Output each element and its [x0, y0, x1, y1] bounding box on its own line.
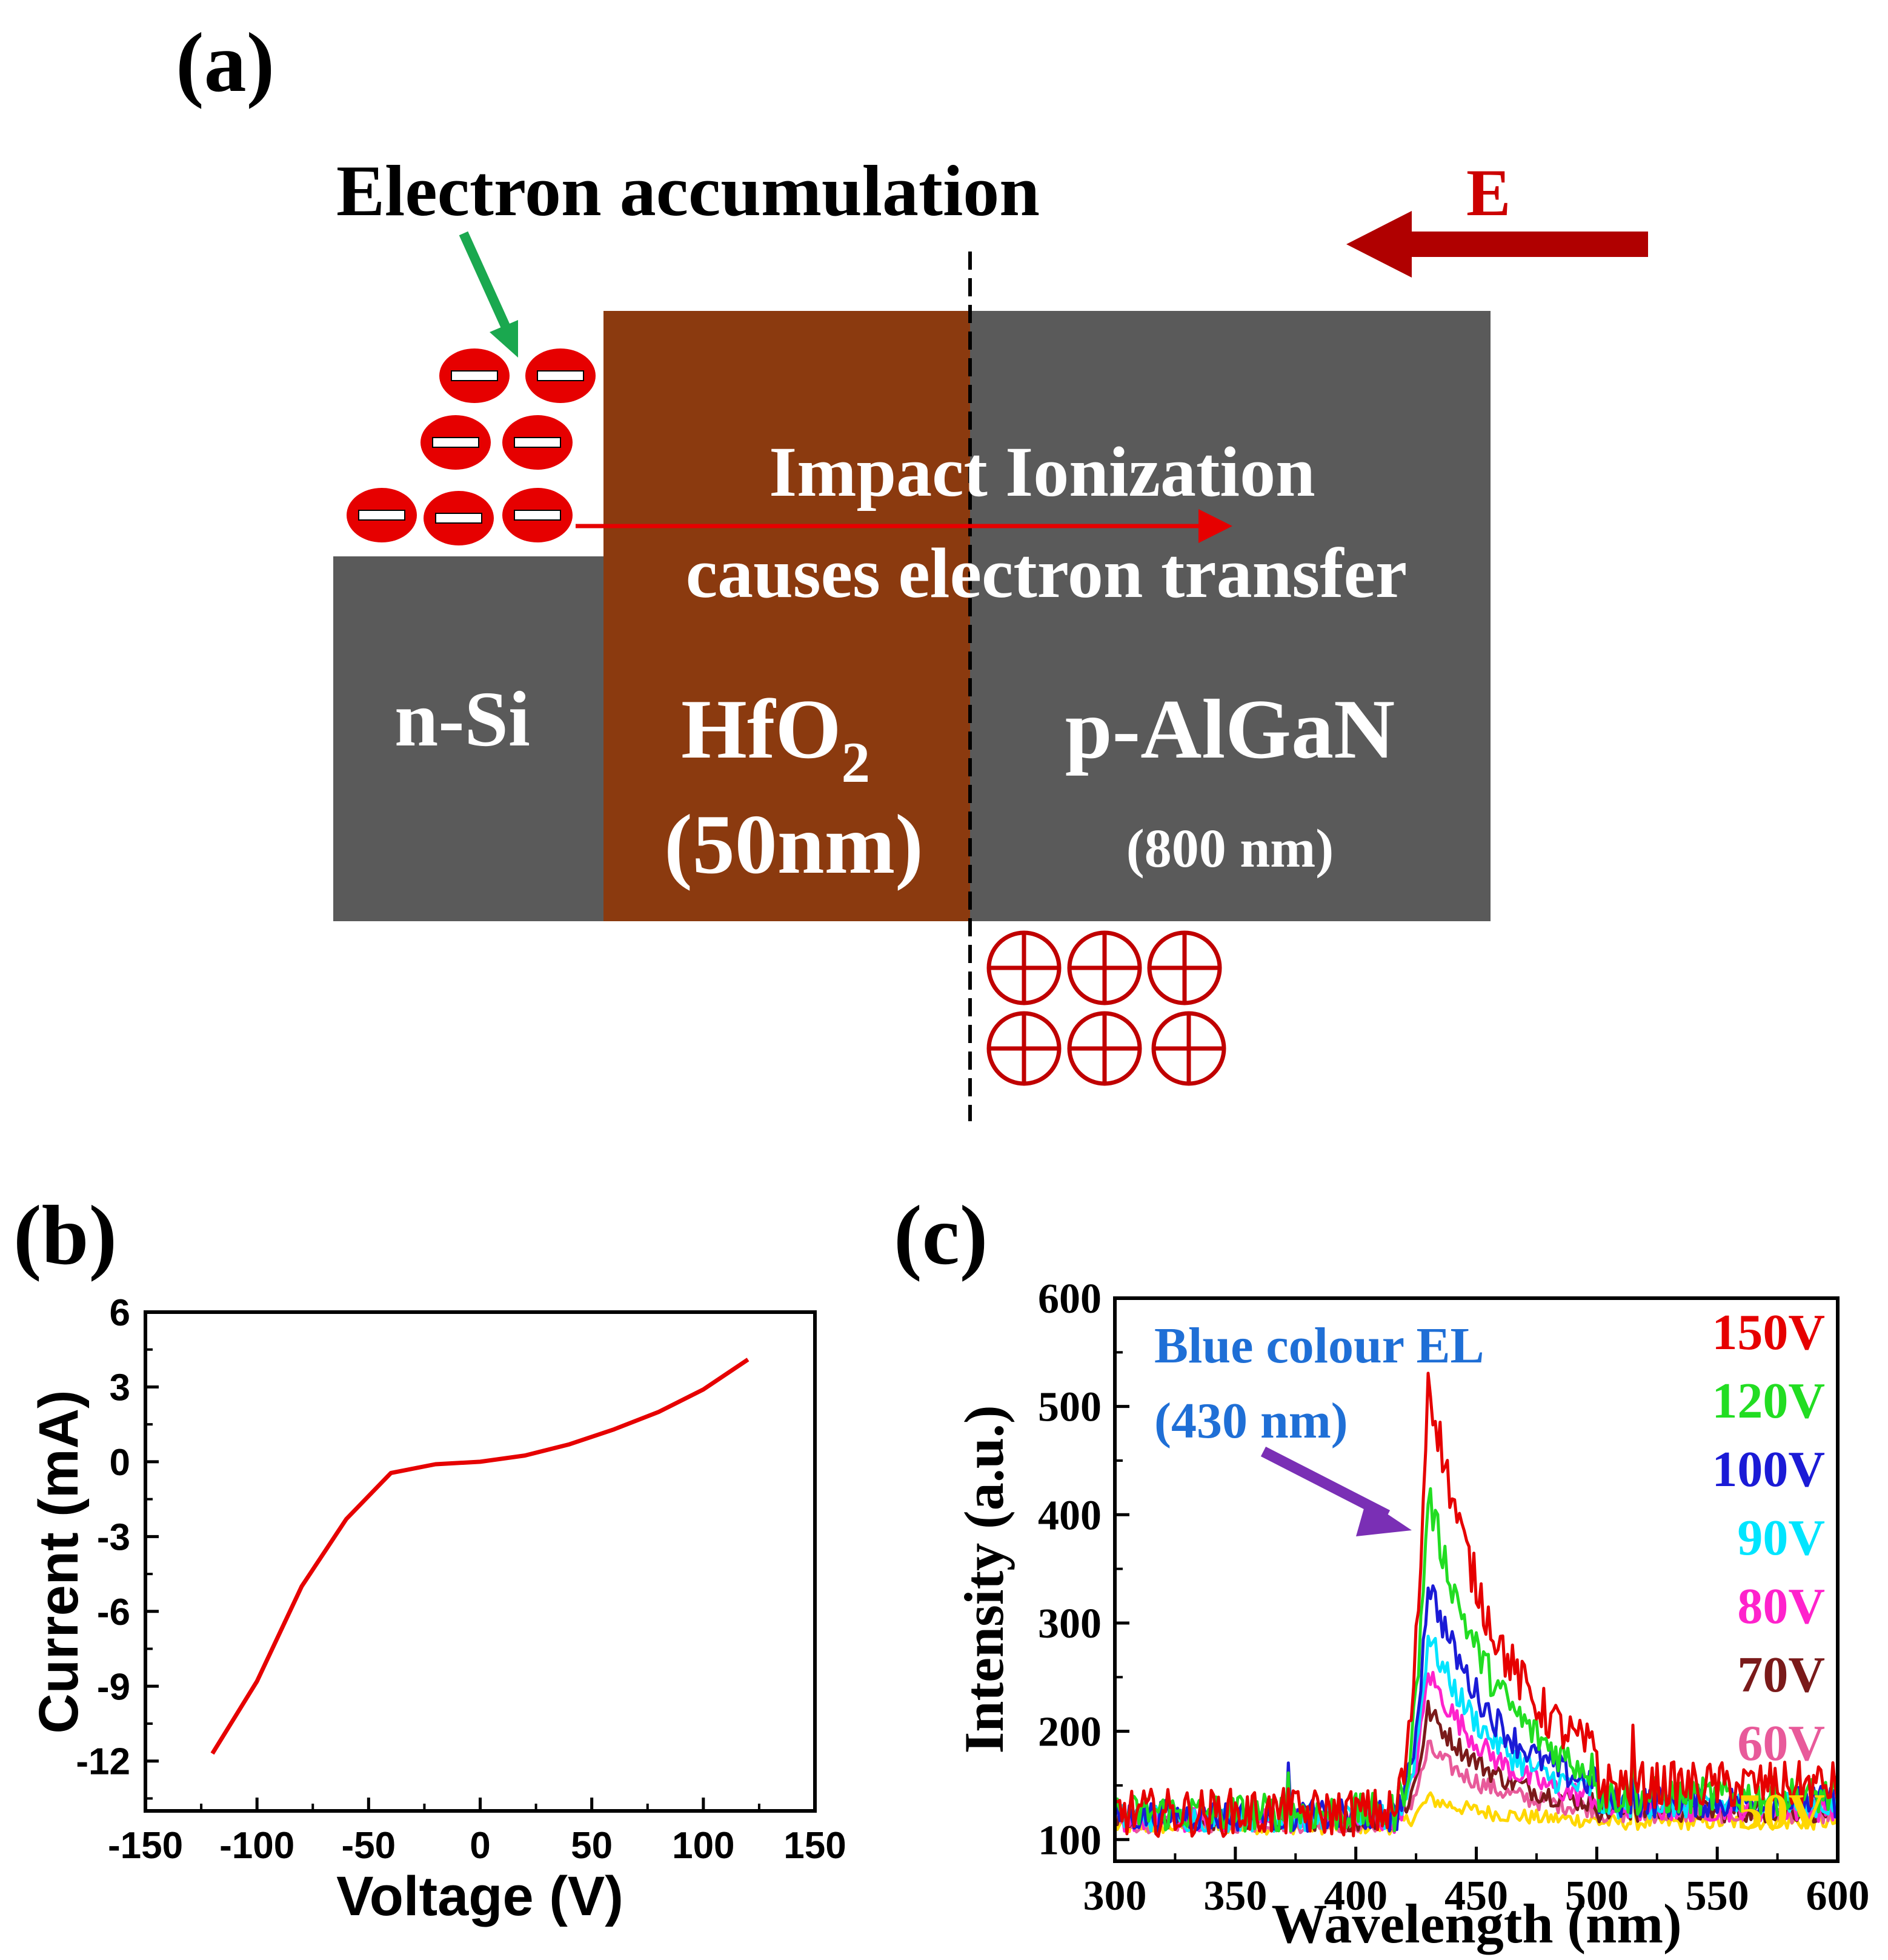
y-tick-label: 300 — [1038, 1601, 1102, 1647]
panel-b: (b) -150 -100 -50 0 50 100 150 6 3 0 -3 -6 -9 -12 Vol… — [13, 1188, 846, 1927]
hole-icon — [1151, 1011, 1226, 1086]
spectrum-line-150V — [1114, 1372, 1840, 1838]
hole-icon — [986, 930, 1062, 1005]
chart-b-frame — [144, 1310, 817, 1813]
x-tick-label: 100 — [672, 1825, 734, 1867]
x-tick-label: 600 — [1806, 1873, 1870, 1919]
legend-entry: 100V — [1712, 1441, 1825, 1498]
electron-icon — [347, 488, 417, 542]
y-tick-label: -6 — [97, 1592, 130, 1633]
electron-cluster — [347, 348, 596, 545]
hfo2-label: HfO2 — [681, 682, 870, 795]
impact-ionization-line2: causes electron transfer — [686, 533, 1408, 613]
electron-accumulation-label: Electron accumulation — [336, 150, 1040, 231]
chart-c-ticks: 300 350 400 450 500 550 600 100 200 300 400 500 600 — [1038, 1276, 1870, 1919]
x-tick-label: 500 — [1565, 1873, 1629, 1919]
chart-b-ticks: -150 -100 -50 0 50 100 150 6 3 0 -3 -6 -9 -12 — [76, 1292, 846, 1867]
hole-icon — [986, 1011, 1062, 1086]
x-tick-label: 50 — [571, 1825, 613, 1867]
p-algan-thickness: (800 nm) — [1126, 819, 1334, 879]
electron-icon — [424, 491, 494, 545]
iv-curve-line — [210, 1358, 750, 1755]
p-algan-label: p-AlGaN — [1065, 682, 1395, 776]
x-tick-label: -100 — [219, 1825, 294, 1867]
hole-icon — [1067, 1011, 1142, 1086]
hole-icon — [1067, 930, 1142, 1005]
chart-c-legend: 150V 120V 100V 90V 80V 70V 60V 50V — [1712, 1304, 1825, 1840]
y-tick-label: 100 — [1038, 1817, 1102, 1864]
hole-icon — [1147, 930, 1222, 1005]
chart-c-plot — [1113, 1372, 1840, 1838]
y-tick-label: 500 — [1038, 1384, 1102, 1431]
panel-b-label: (b) — [13, 1188, 117, 1282]
chart-c-xlabel: Wavelength (nm) — [1271, 1893, 1681, 1955]
hfo2-thickness: (50nm) — [664, 798, 923, 892]
panel-c: (c) 300 350 400 450 500 550 600 100 200 300 400 500… — [894, 1188, 1870, 1955]
y-tick-label: 600 — [1038, 1276, 1102, 1322]
x-tick-label: 150 — [783, 1825, 846, 1867]
legend-entry: 50V — [1737, 1784, 1825, 1840]
legend-entry: 90V — [1737, 1510, 1825, 1566]
n-si-layer — [333, 556, 603, 921]
x-tick-label: 300 — [1083, 1873, 1147, 1919]
chart-c-frame — [1113, 1296, 1840, 1863]
x-tick-label: -50 — [342, 1825, 396, 1867]
impact-ionization-line1: Impact Ionization — [769, 432, 1315, 512]
electric-field-label: E — [1466, 156, 1511, 230]
hfo2-label-subscript: 2 — [841, 730, 870, 795]
y-tick-label: 6 — [110, 1292, 130, 1334]
green-arrow-icon — [459, 231, 518, 358]
electron-icon — [502, 488, 573, 542]
chart-c-annotation-line1: Blue colour EL — [1154, 1318, 1484, 1374]
y-tick-label: 0 — [110, 1442, 130, 1484]
y-tick-label: 3 — [110, 1367, 130, 1408]
x-tick-label: 550 — [1686, 1873, 1749, 1919]
y-tick-label: 400 — [1038, 1492, 1102, 1539]
chart-c-annotation-line2: (430 nm) — [1154, 1393, 1348, 1449]
y-tick-label: -12 — [76, 1741, 130, 1783]
hfo2-layer — [603, 311, 970, 921]
hole-cluster — [986, 930, 1226, 1086]
electric-field-arrow-icon — [1346, 211, 1648, 278]
electron-icon — [439, 348, 510, 403]
panel-a: (a) Electron accumulation E — [176, 16, 1648, 1121]
chart-b-xlabel: Voltage (V) — [336, 1865, 623, 1927]
chart-c-ylabel: Intensity (a.u.) — [953, 1405, 1015, 1753]
electron-icon — [420, 415, 491, 470]
peak-arrow-icon — [1260, 1446, 1412, 1536]
n-si-label: n-Si — [394, 676, 530, 763]
electron-icon — [502, 415, 573, 470]
x-tick-label: -150 — [108, 1825, 183, 1867]
chart-b-ylabel: Current (mA) — [28, 1390, 90, 1733]
x-tick-label: 450 — [1444, 1873, 1508, 1919]
y-tick-label: -9 — [97, 1666, 130, 1708]
legend-entry: 70V — [1737, 1647, 1825, 1703]
legend-entry: 60V — [1737, 1715, 1825, 1772]
legend-entry: 120V — [1712, 1373, 1825, 1429]
x-tick-label: 350 — [1203, 1873, 1267, 1919]
panel-c-label: (c) — [894, 1188, 988, 1282]
electron-icon — [525, 348, 596, 403]
x-tick-label: 0 — [470, 1825, 490, 1867]
x-tick-label: 400 — [1324, 1873, 1388, 1919]
legend-entry: 80V — [1737, 1578, 1825, 1635]
hfo2-label-main: HfO — [681, 682, 841, 776]
y-tick-label: 200 — [1038, 1709, 1102, 1756]
panel-a-label: (a) — [176, 16, 274, 110]
p-algan-layer — [970, 311, 1491, 921]
chart-b-plot — [210, 1358, 750, 1755]
y-tick-label: -3 — [97, 1516, 130, 1558]
legend-entry: 150V — [1712, 1304, 1825, 1361]
